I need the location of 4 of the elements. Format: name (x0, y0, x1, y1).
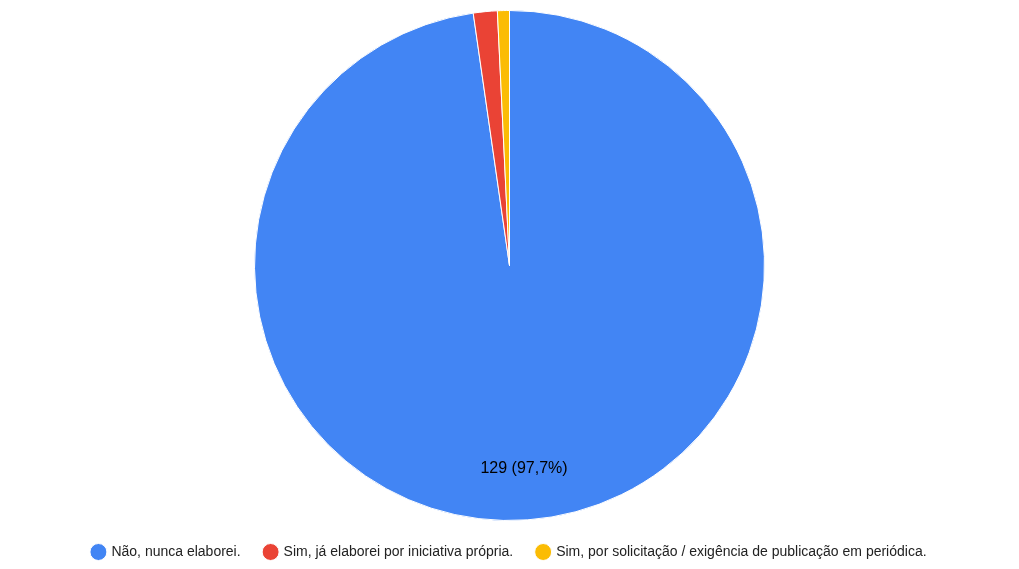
legend-label: Sim, por solicitação / exigência de publicação em periódica. (556, 542, 927, 559)
data-label: 129 (97,7%) (480, 459, 568, 477)
legend-label: Sim, já elaborei por iniciativa própria. (283, 542, 514, 559)
legend-label: Não, nunca elaborei. (111, 542, 241, 559)
